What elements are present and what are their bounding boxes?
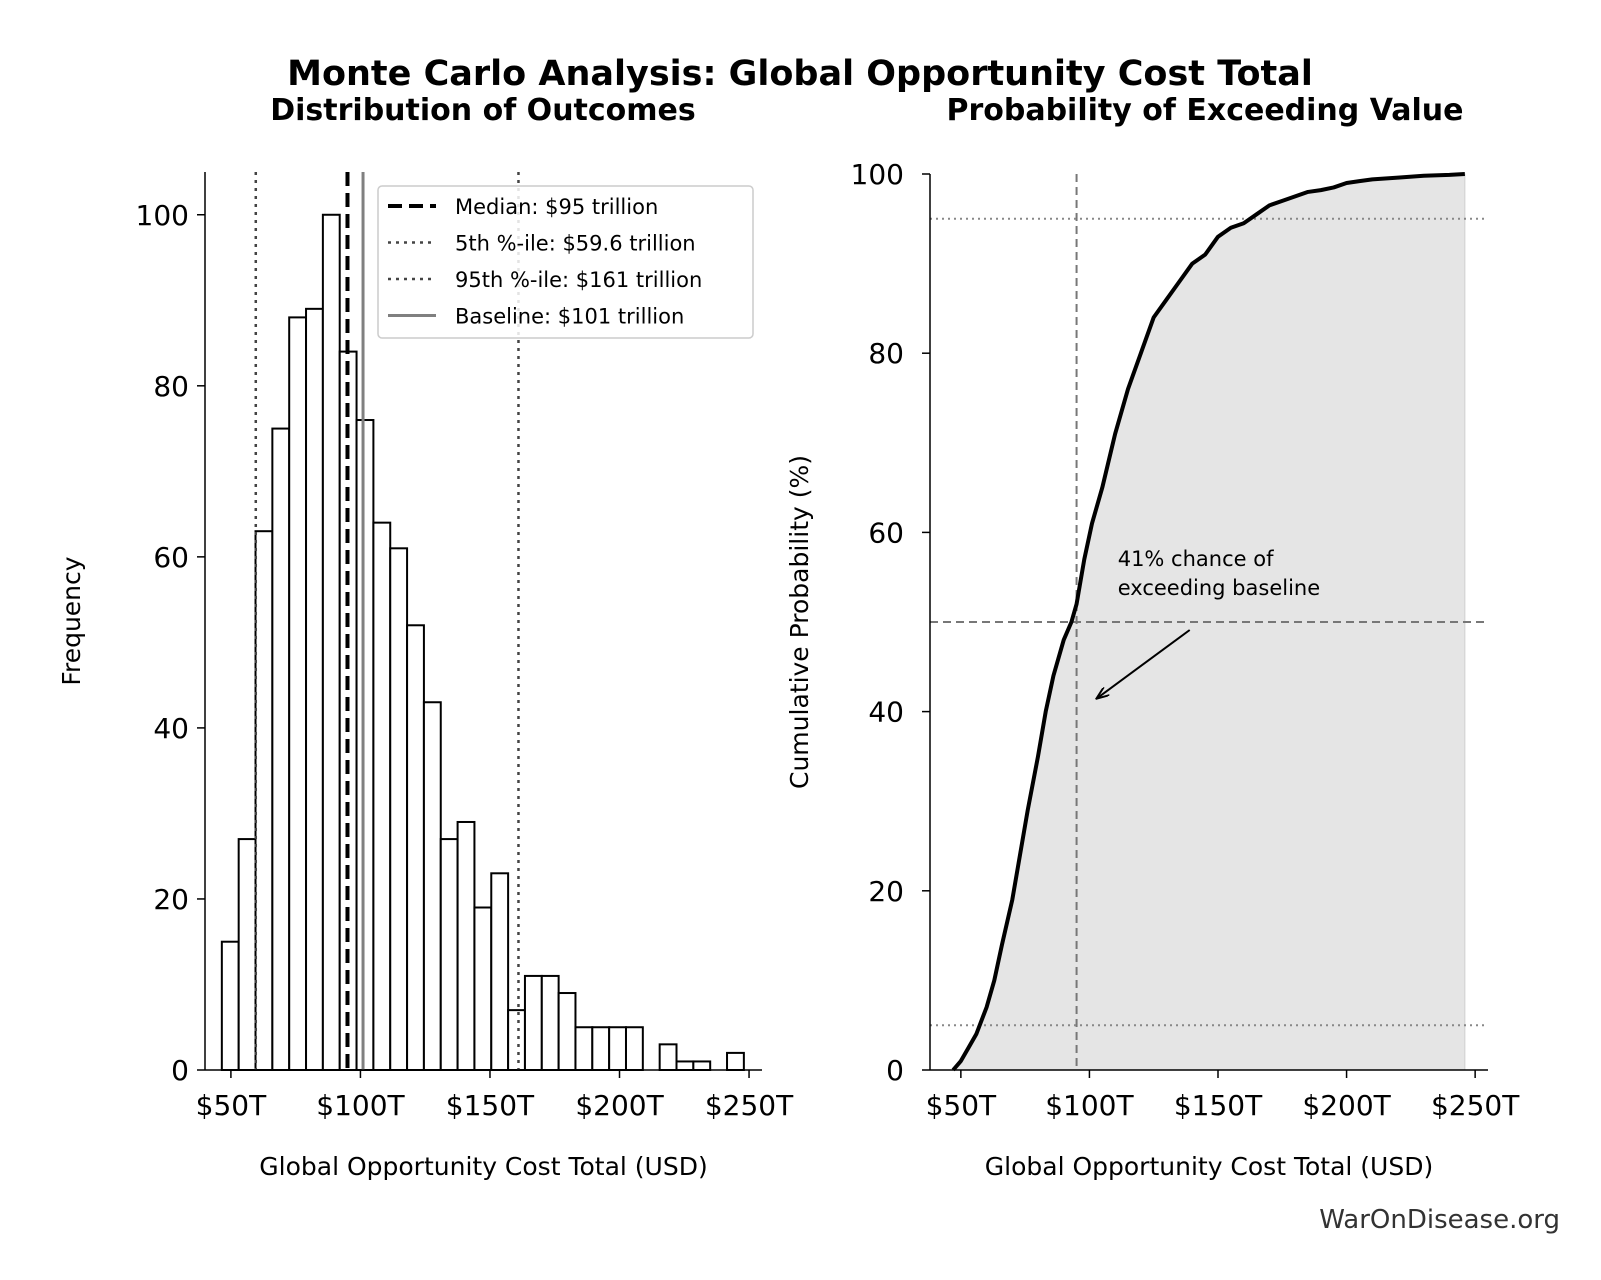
histogram-bar xyxy=(220,940,240,1072)
histogram-bar xyxy=(355,419,375,1071)
histogram-bar xyxy=(574,1026,594,1071)
histogram-bar xyxy=(675,1060,695,1072)
x-tick-label: $100T xyxy=(1045,1089,1134,1122)
x-tick-label: $150T xyxy=(446,1089,535,1122)
annotation-text: exceeding baseline xyxy=(1118,576,1320,600)
histogram-bar xyxy=(591,1026,611,1071)
histogram-bar xyxy=(658,1043,678,1072)
y-tick-label: 20 xyxy=(153,883,189,916)
histogram-bar xyxy=(271,427,291,1072)
histogram-bar xyxy=(321,213,341,1071)
y-tick-label: 80 xyxy=(153,370,189,403)
x-tick-label: $200T xyxy=(575,1089,664,1122)
annotation-text: 41% chance of xyxy=(1118,547,1274,571)
legend-entry: 95th %-ile: $161 trillion xyxy=(455,268,702,292)
watermark: WarOnDisease.org xyxy=(1319,1205,1560,1235)
right-chart-title: Probability of Exceeding Value xyxy=(946,93,1463,128)
histogram-bar xyxy=(389,547,409,1071)
x-tick-label: $200T xyxy=(1302,1089,1391,1122)
x-tick-label: $50T xyxy=(926,1089,997,1122)
legend-entry: 5th %-ile: $59.6 trillion xyxy=(455,232,696,256)
y-tick-label: 80 xyxy=(868,337,904,370)
histogram-bar xyxy=(490,872,510,1071)
histogram-bar xyxy=(624,1026,644,1071)
x-tick-label: $150T xyxy=(1174,1089,1263,1122)
y-tick-label: 60 xyxy=(868,516,904,549)
legend-box xyxy=(377,185,754,339)
y-tick-label: 20 xyxy=(868,875,904,908)
y-tick-label: 0 xyxy=(886,1054,904,1087)
histogram-chart: 0 20 40 60 80 100 $50T $100T $150T $200T $250T Glob… xyxy=(57,172,794,1181)
y-tick-label: 60 xyxy=(153,541,189,574)
histogram-bar xyxy=(608,1026,627,1071)
y-tick-label: 100 xyxy=(136,199,189,232)
histogram-bar xyxy=(288,316,308,1071)
y-axis-label: Frequency xyxy=(57,556,86,685)
figure-title: Monte Carlo Analysis: Global Opportunity… xyxy=(287,54,1313,94)
histogram-bar xyxy=(540,974,560,1072)
histogram-bar xyxy=(237,838,257,1071)
histogram-bar xyxy=(473,906,493,1071)
histogram-bar xyxy=(422,701,442,1071)
histogram-bar xyxy=(507,1009,526,1072)
annotation-arrow xyxy=(1097,629,1191,698)
y-axis-label: Cumulative Probability (%) xyxy=(785,455,814,789)
histogram-bar xyxy=(692,1060,712,1072)
y-tick-label: 0 xyxy=(171,1054,189,1087)
x-axis-label: Global Opportunity Cost Total (USD) xyxy=(259,1152,707,1181)
cumulative-curve xyxy=(951,172,1465,1072)
x-axis-label: Global Opportunity Cost Total (USD) xyxy=(985,1152,1433,1181)
histogram-bar xyxy=(406,624,425,1071)
histogram-bar xyxy=(456,820,476,1071)
left-chart-title: Distribution of Outcomes xyxy=(270,93,696,128)
legend-entry: Baseline: $101 trillion xyxy=(455,305,684,329)
histogram-bar xyxy=(439,838,459,1071)
y-tick-label: 100 xyxy=(851,158,904,191)
x-tick-label: $100T xyxy=(316,1089,405,1122)
x-tick-label: $50T xyxy=(196,1089,267,1122)
histogram-bar xyxy=(305,307,324,1072)
cumulative-chart: 0 20 40 60 80 100 $50T $100T $150T $200T $250T Glob… xyxy=(785,158,1520,1181)
histogram-bar xyxy=(726,1051,745,1072)
histogram-bar xyxy=(557,992,577,1071)
y-tick-label: 40 xyxy=(153,712,189,745)
histogram-bar xyxy=(372,521,392,1071)
histogram-bar xyxy=(523,974,543,1072)
x-tick-label: $250T xyxy=(705,1089,794,1122)
legend-entry: Median: $95 trillion xyxy=(455,195,658,219)
y-tick-label: 40 xyxy=(868,696,904,729)
x-tick-label: $250T xyxy=(1431,1089,1520,1122)
histogram-bar xyxy=(254,530,274,1071)
